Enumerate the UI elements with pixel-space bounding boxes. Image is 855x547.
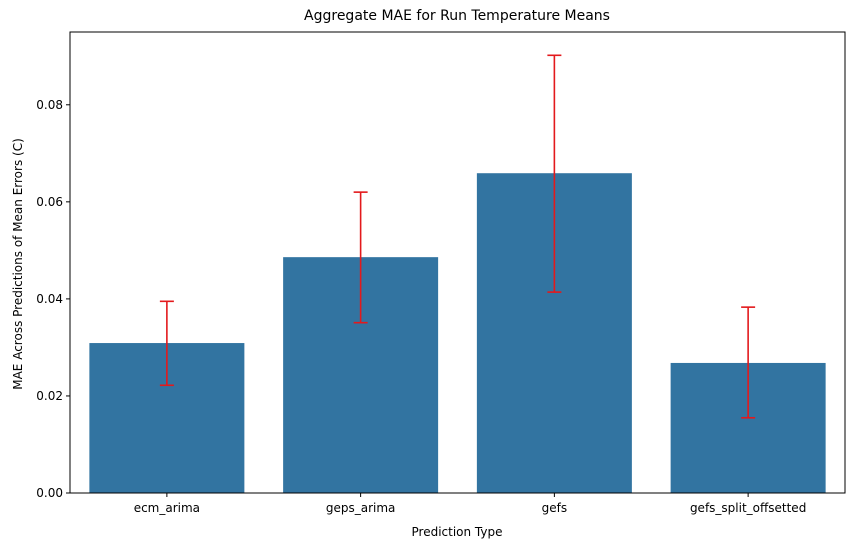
x-tick-label-gefs_split_offsetted: gefs_split_offsetted bbox=[690, 501, 806, 515]
chart-title: Aggregate MAE for Run Temperature Means bbox=[304, 8, 610, 24]
y-axis-label: MAE Across Predictions of Mean Errors (C… bbox=[11, 138, 25, 390]
plot-frame bbox=[69, 31, 846, 494]
y-tick-label-3: 0.06 bbox=[36, 195, 63, 209]
y-tick-label-0: 0.00 bbox=[36, 486, 63, 500]
y-tick-label-2: 0.04 bbox=[36, 292, 63, 306]
x-tick-label-geps_arima: geps_arima bbox=[326, 501, 396, 515]
bars-layer bbox=[89, 173, 826, 493]
y-tick-label-4: 0.08 bbox=[36, 98, 63, 112]
x-axis-label: Prediction Type bbox=[412, 525, 503, 539]
x-tick-label-gefs: gefs bbox=[542, 501, 567, 515]
x-tick-label-ecm_arima: ecm_arima bbox=[134, 501, 200, 515]
axes-layer bbox=[69, 31, 846, 494]
ticks-layer: ecm_arima geps_arima gefs gefs_split_offset… bbox=[36, 98, 806, 515]
y-tick-label-1: 0.02 bbox=[36, 389, 63, 403]
error-bars-layer bbox=[159, 54, 756, 419]
